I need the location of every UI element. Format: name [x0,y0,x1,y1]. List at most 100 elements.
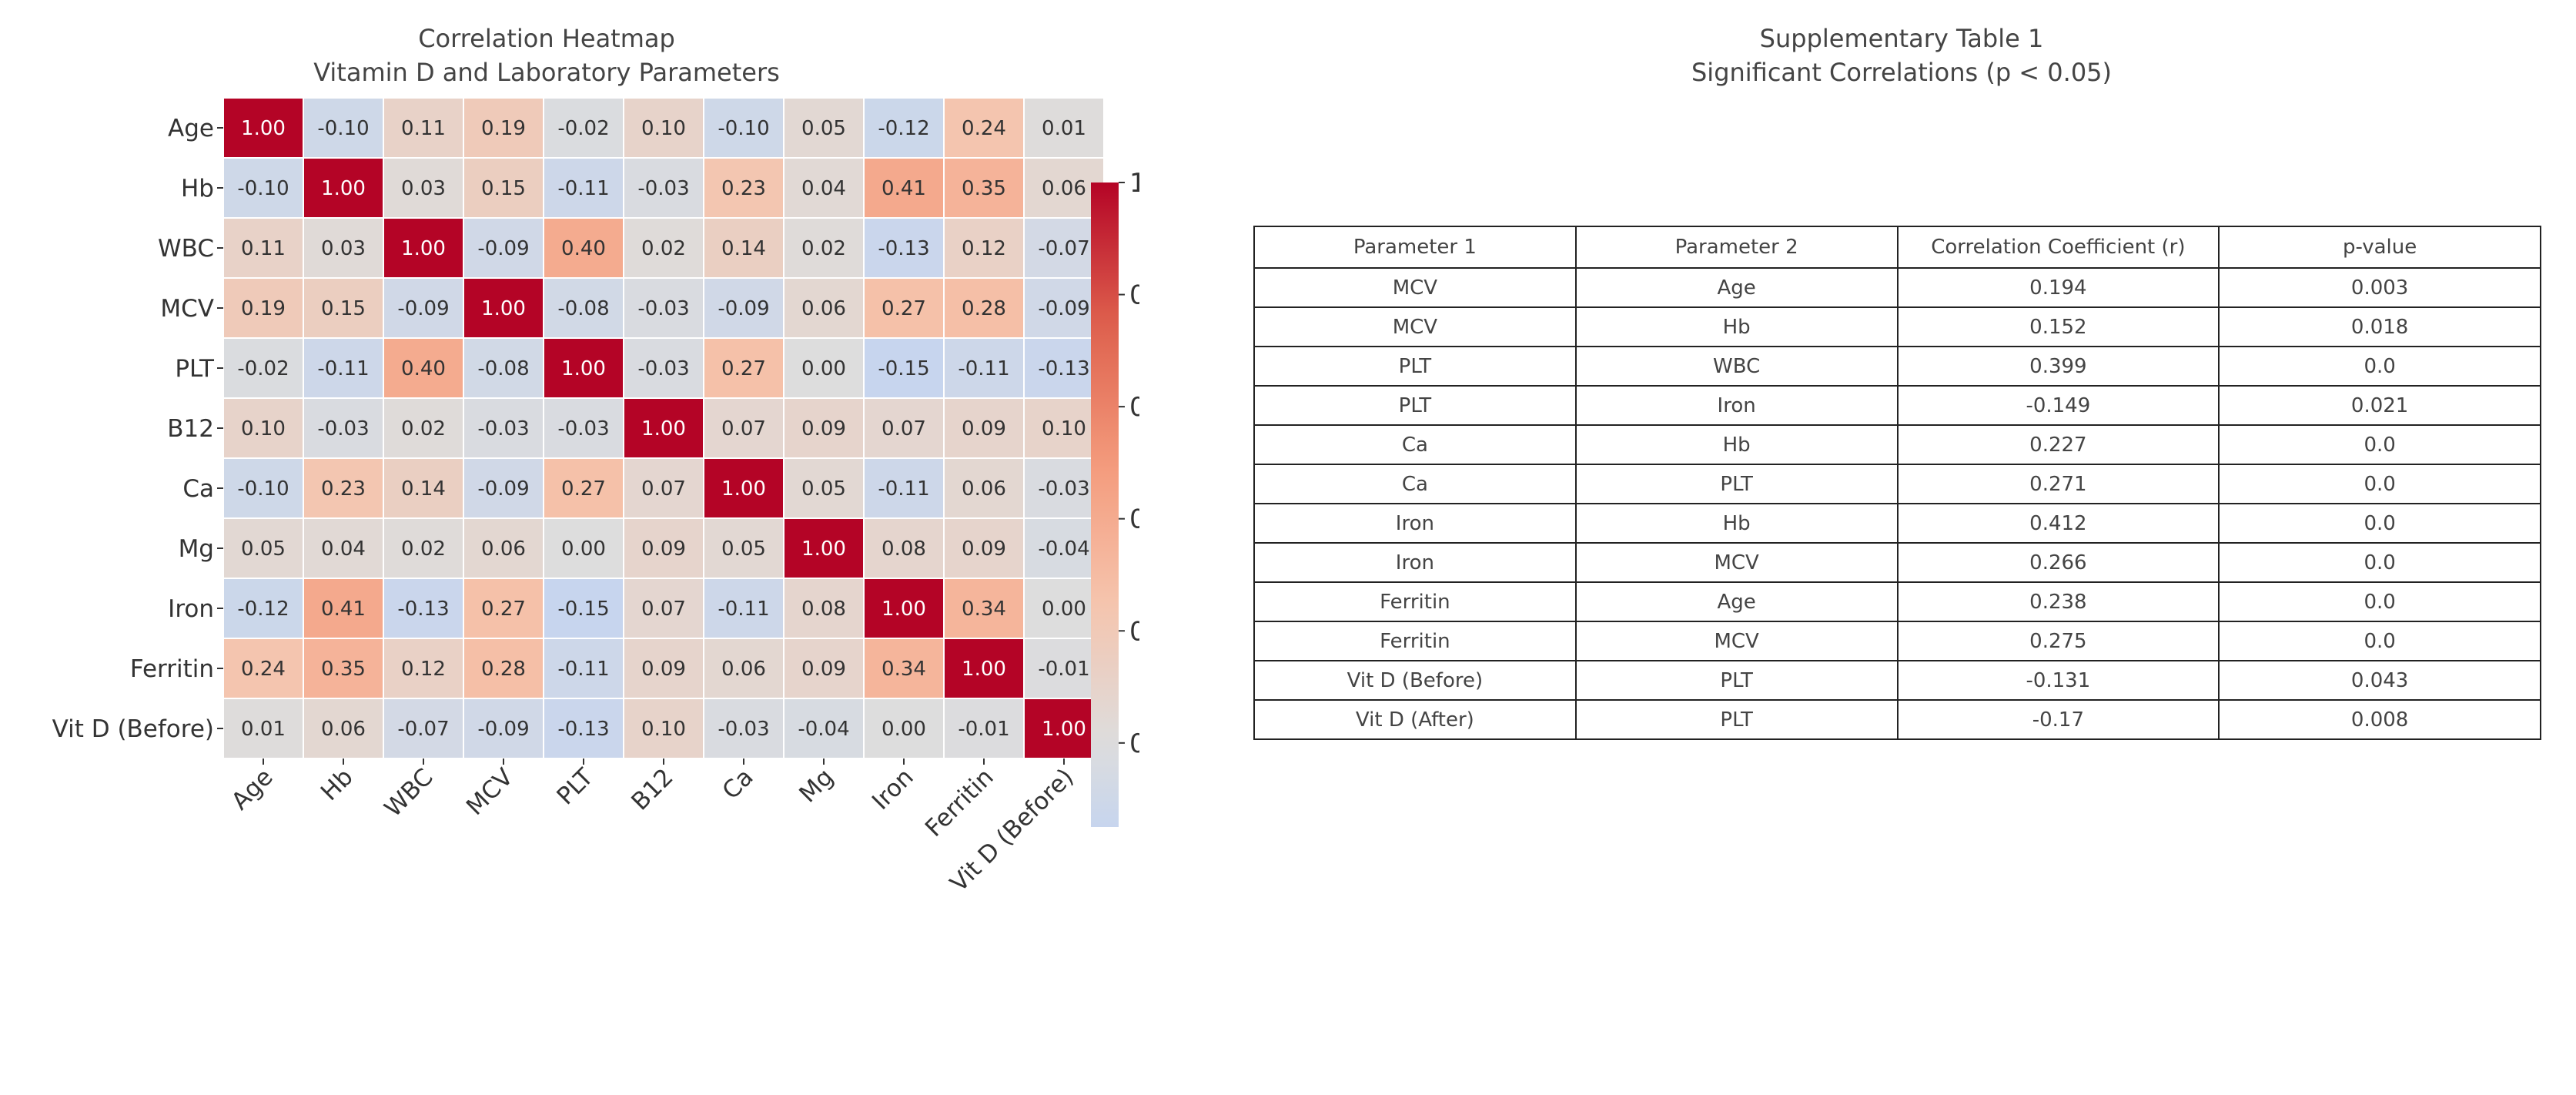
heatmap-cell [783,277,865,339]
correlation-cell: -0.149 [1896,385,2220,426]
heatmap-cell [543,457,624,519]
header-parameter-1: Parameter 1 [1253,226,1577,269]
heatmap-cell [383,698,464,759]
heatmap-cell-label: 0.01 [241,718,286,741]
heatmap-cell [463,217,544,279]
parameter-2-cell: PLT [1574,699,1899,740]
heatmap-cell [383,337,464,399]
heatmap-cell-label: 0.27 [882,297,926,320]
parameter-1-cell: MCV [1253,267,1577,308]
heatmap-cell-label: 0.08 [801,598,846,621]
heatmap-cell [303,517,384,579]
heatmap-cell-label: 0.09 [641,537,686,561]
y-tick-label: Ca [182,475,214,503]
heatmap-cell-label: 0.12 [962,237,1006,260]
y-tick-label: PLT [175,355,215,383]
p-value-cell: 0.0 [2218,542,2541,583]
y-tick-label: MCV [160,295,214,323]
heatmap-cell-label: 1.00 [561,357,606,380]
heatmap-cell-label: 0.23 [721,177,766,200]
heatmap-cell-label: 0.02 [401,537,446,561]
heatmap-cell-label: 1.00 [241,117,286,140]
heatmap-cell-label: 0.27 [481,598,526,621]
heatmap-cell-label: -0.10 [237,177,289,200]
heatmap-cell [303,157,384,219]
heatmap-cell-label: 0.10 [641,117,686,140]
heatmap-cell [383,397,464,459]
y-tick-label: B12 [167,415,214,443]
heatmap-cell [463,97,544,159]
parameter-1-cell: PLT [1253,385,1577,426]
heatmap-cell-label: 0.12 [401,658,446,681]
heatmap-cell-label: -0.08 [477,357,529,380]
heatmap-cell-label: 1.00 [962,658,1006,681]
heatmap-cell-label: 0.07 [882,417,926,440]
heatmap-cell-label: 0.07 [641,598,686,621]
colorbar-tick-label: 0.6 [1129,392,1139,423]
parameter-1-cell: Ferritin [1253,581,1577,622]
heatmap-cell-label: 0.28 [481,658,526,681]
parameter-2-cell: MCV [1574,542,1899,583]
p-value-cell: 0.021 [2218,385,2541,426]
table-row: Ca PLT 0.271 0.0 [1253,464,2541,504]
parameter-1-cell: Ca [1253,464,1577,504]
heatmap-cell [303,277,384,339]
heatmap-cell [703,277,785,339]
heatmap-cell-label: -0.11 [878,477,929,501]
heatmap-cell [1023,517,1105,579]
heatmap-cell-label: -0.10 [317,117,369,140]
correlation-cell: 0.227 [1896,424,2220,465]
heatmap-cell-label: 0.00 [801,357,846,380]
heatmap-cell-label: 0.09 [801,658,846,681]
heatmap-cell [783,217,865,279]
heatmap-cell-label: 1.00 [801,537,846,561]
heatmap-cell-label: -0.12 [878,117,929,140]
heatmap-cell-label: -0.03 [637,357,689,380]
parameter-1-cell: Ca [1253,424,1577,465]
heatmap-cell [943,217,1025,279]
p-value-cell: 0.018 [2218,306,2541,347]
heatmap-cell [623,457,704,519]
x-tick-label: Mg [794,763,838,808]
table-title: Supplementary Table 1 Significant Correl… [1247,22,2556,89]
p-value-cell: 0.0 [2218,424,2541,465]
heatmap-cell-label: 0.04 [321,537,366,561]
y-tick-label: Iron [168,595,214,623]
table-row: Iron Hb 0.412 0.0 [1253,503,2541,544]
parameter-2-cell: PLT [1574,464,1899,504]
heatmap-cell-label: -0.10 [718,117,769,140]
p-value-cell: 0.0 [2218,346,2541,387]
heatmap-cell [222,337,304,399]
heatmap-cell [1023,217,1105,279]
heatmap-cell-label: -0.07 [397,718,449,741]
parameter-1-cell: Ferritin [1253,621,1577,661]
heatmap-cell-label: 0.19 [481,117,526,140]
p-value-cell: 0.0 [2218,464,2541,504]
heatmap-cell-label: -0.03 [1038,477,1089,501]
heatmap-cell-label: -0.03 [718,718,769,741]
heatmap-cell-label: -0.09 [397,297,449,320]
heatmap-cell-label: 0.01 [1042,117,1086,140]
y-tick-label: Hb [181,175,214,203]
heatmap-cell [943,157,1025,219]
heatmap-cell-label: 0.05 [801,477,846,501]
heatmap-cell [863,337,945,399]
heatmap-cell [783,397,865,459]
heatmap-cell [783,337,865,399]
heatmap-cell [543,97,624,159]
heatmap-cell-label: 0.23 [321,477,366,501]
parameter-2-cell: WBC [1574,346,1899,387]
heatmap-cell-label: -0.08 [557,297,609,320]
heatmap-cell-label: 0.07 [641,477,686,501]
heatmap-cell [623,157,704,219]
heatmap-cell [863,277,945,339]
heatmap-cell-label: 0.10 [1042,417,1086,440]
heatmap-title-line2: Vitamin D and Laboratory Parameters [313,58,780,87]
heatmap-cell [783,698,865,759]
heatmap-cell-label: 0.06 [721,658,766,681]
heatmap-cell-label: 0.14 [401,477,446,501]
heatmap-cell [1023,97,1105,159]
heatmap-cell-label: 1.00 [401,237,446,260]
heatmap-cell-label: 0.40 [561,237,606,260]
heatmap-cell [543,337,624,399]
